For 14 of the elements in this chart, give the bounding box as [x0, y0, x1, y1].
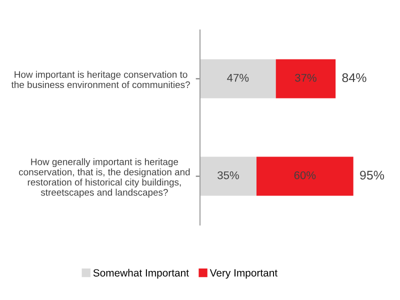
bar — [200, 156, 256, 196]
bar — [200, 59, 276, 98]
y-tick-label: How generally important is heritage conservation, that is, the designation and restoration of historical city buildings, streetscapes and landscapes? — [19, 158, 190, 198]
data-label: 60% — [294, 171, 316, 180]
total-label: 84% — [342, 73, 366, 82]
legend-label: Somewhat Important — [93, 268, 189, 279]
total-label: 95% — [360, 170, 384, 180]
y-tick-label: How important is heritage conservation to the business environment of communities? — [11, 70, 190, 88]
data-label: 47% — [227, 74, 249, 82]
data-label: 35% — [218, 171, 239, 180]
bar — [276, 59, 336, 98]
bar — [256, 156, 354, 196]
data-label: 37% — [295, 74, 316, 82]
legend-label: Very Important — [210, 269, 278, 279]
